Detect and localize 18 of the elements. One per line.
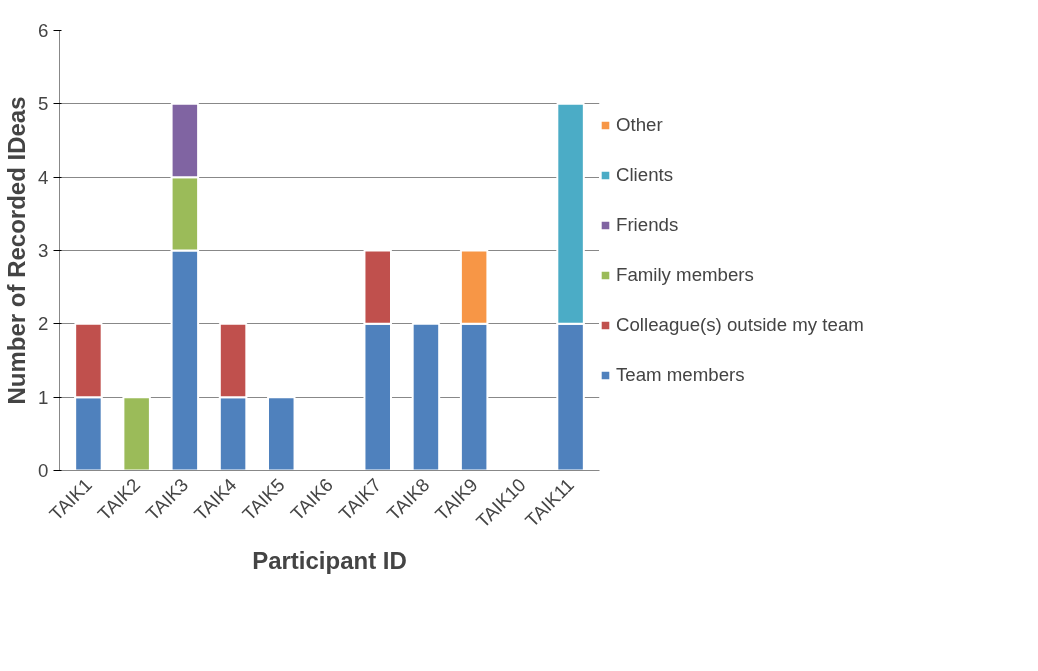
legend-label: Family members — [616, 264, 754, 286]
bar — [411, 322, 441, 471]
legend-label: Friends — [616, 214, 679, 236]
bar — [122, 396, 151, 471]
y-tick-label: 6 — [38, 20, 49, 41]
legend-label: Other — [616, 114, 663, 136]
y-axis-title: Number of Recorded IDeas — [3, 96, 31, 405]
y-tick-label: 0 — [38, 460, 49, 481]
legend-label: Colleague(s) outside my team — [616, 314, 864, 336]
y-tick-label: 4 — [38, 166, 49, 188]
y-tick-label: 2 — [38, 313, 49, 335]
x-axis-title: Participant ID — [252, 547, 407, 575]
legend-label: Team members — [616, 364, 745, 386]
y-tick-label: 1 — [38, 386, 49, 408]
y-tick-label: 3 — [38, 240, 49, 261]
legend-label: Clients — [616, 164, 674, 186]
y-tick-label: 5 — [38, 93, 49, 115]
bar — [267, 396, 296, 471]
